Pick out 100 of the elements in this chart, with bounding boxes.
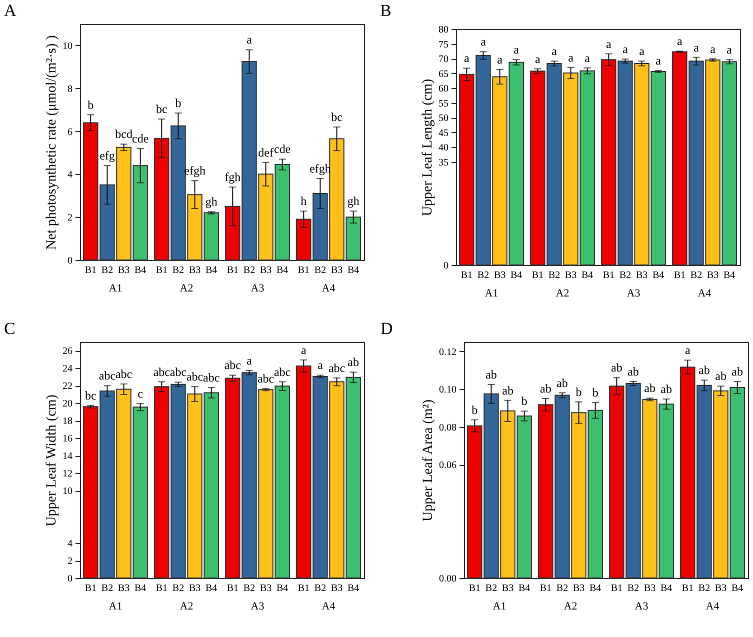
- data-label: ab: [628, 364, 639, 378]
- data-label: ab: [698, 363, 710, 378]
- y-tick-label: 12: [62, 468, 72, 480]
- text: B4: [276, 265, 288, 276]
- x-tick-label: A2: [180, 282, 194, 294]
- text: B4: [205, 265, 218, 276]
- y-tick-label: 55: [438, 98, 448, 110]
- y-tick-label: 60: [438, 84, 448, 94]
- y-tick-label: 0.12: [439, 346, 456, 358]
- y-tick-label: 80: [438, 24, 448, 36]
- data-label: bc: [156, 102, 168, 116]
- y-axis-title: Upper Leaf Width (cm): [44, 394, 60, 526]
- chart-title: A: [4, 1, 17, 20]
- text: B1: [156, 583, 168, 594]
- y-tick-label: 2: [68, 556, 72, 568]
- y-tick-label: 6: [68, 126, 72, 138]
- data-label: ab: [644, 381, 656, 396]
- text: B1: [298, 583, 310, 594]
- text: B3: [714, 583, 727, 594]
- data-label: ab: [732, 364, 743, 378]
- y-tick-label: 0.10: [439, 384, 456, 396]
- data-label: abc: [153, 364, 170, 379]
- series-label: B2: [477, 270, 490, 281]
- data-label: c: [138, 386, 143, 401]
- data-label: a: [246, 32, 253, 47]
- series-label: B1: [468, 583, 481, 594]
- data-label: a: [568, 50, 574, 64]
- text: B3: [706, 270, 719, 281]
- text: B4: [589, 583, 602, 594]
- y-tick-label: 40: [438, 142, 448, 154]
- y-tick-label: 0.06: [439, 460, 456, 472]
- chart-title: C: [4, 319, 16, 338]
- series-label: B4: [134, 265, 146, 276]
- text: B1: [156, 265, 168, 276]
- series-label: B4: [510, 270, 522, 281]
- data-label: a: [535, 52, 542, 66]
- data-label: abc: [274, 364, 291, 379]
- text: B1: [298, 265, 310, 276]
- data-label: abc: [186, 370, 204, 384]
- series-label: B2: [101, 265, 114, 276]
- data-label: abc: [170, 365, 187, 380]
- data-label: a: [606, 36, 612, 51]
- x-tick-label: A1: [108, 600, 122, 612]
- y-tick-label: 0.00: [439, 574, 456, 584]
- text: B1: [674, 270, 686, 281]
- text: B3: [188, 265, 201, 276]
- series-label: B1: [460, 270, 473, 281]
- text: B1: [226, 583, 239, 594]
- data-label: a: [584, 50, 591, 65]
- data-label: b: [521, 394, 528, 408]
- y-tick-label: 0: [68, 574, 72, 584]
- y-tick-label: 22: [62, 381, 72, 392]
- text: B4: [347, 265, 360, 276]
- data-label: ab: [348, 355, 359, 370]
- text: B3: [330, 265, 343, 276]
- y-tick-label: 35: [438, 157, 448, 168]
- data-label: cde: [132, 131, 149, 146]
- data-label: b: [88, 98, 94, 112]
- data-label: b: [576, 384, 582, 399]
- text: B4: [731, 583, 744, 594]
- y-tick-label: 24: [62, 364, 72, 375]
- y-tick-label: 26: [62, 346, 72, 358]
- y-tick-label: 50: [438, 113, 448, 124]
- text: B1: [610, 583, 623, 594]
- data-label: fgh: [224, 170, 241, 184]
- text: B2: [314, 583, 326, 594]
- data-label: cde: [274, 142, 291, 156]
- y-tick-label: 65: [438, 68, 448, 80]
- data-label: a: [480, 34, 487, 49]
- text: B3: [572, 583, 585, 594]
- data-label: a: [639, 44, 646, 58]
- y-tick-label: 45: [438, 128, 448, 139]
- y-tick-label: 16: [62, 434, 72, 445]
- text: B2: [690, 270, 702, 281]
- data-label: bcd: [115, 127, 132, 142]
- text: B4: [347, 583, 360, 594]
- text: B4: [276, 583, 288, 594]
- y-tick-label: 70: [438, 54, 448, 65]
- text: B2: [314, 265, 326, 276]
- y-tick-label: 14: [62, 451, 72, 462]
- text: B2: [243, 265, 256, 276]
- data-label: ab: [715, 369, 726, 384]
- data-label: ab: [502, 383, 514, 398]
- data-label: a: [301, 342, 308, 357]
- series-label: B2: [101, 583, 114, 594]
- y-tick-label: 2: [68, 212, 72, 224]
- text: B2: [556, 583, 568, 594]
- text: B1: [682, 583, 694, 594]
- series-label: B3: [494, 270, 506, 281]
- data-label: a: [246, 353, 253, 368]
- text: B1: [226, 265, 239, 276]
- x-tick-label: A1: [492, 600, 506, 612]
- y-tick-label: 10: [62, 486, 72, 498]
- text: B1: [602, 270, 615, 281]
- text: B1: [540, 583, 552, 594]
- y-tick-label: 10: [62, 40, 72, 52]
- text: B3: [188, 583, 201, 594]
- text: B2: [172, 265, 184, 276]
- y-axis-title: Upper Leaf Length (cm): [420, 78, 436, 216]
- data-label: b: [472, 402, 478, 417]
